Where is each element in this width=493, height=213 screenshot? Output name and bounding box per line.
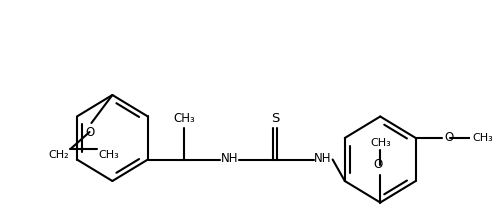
Text: O: O (444, 131, 454, 144)
Text: O: O (85, 126, 94, 139)
Text: O: O (374, 158, 383, 171)
Text: NH: NH (221, 152, 239, 165)
Text: CH₃: CH₃ (370, 138, 390, 147)
Text: S: S (271, 111, 280, 125)
Text: CH₃: CH₃ (473, 133, 493, 143)
Text: CH₃: CH₃ (173, 111, 195, 125)
Text: NH: NH (315, 152, 332, 165)
Text: CH₃: CH₃ (98, 150, 119, 160)
Text: CH₂: CH₂ (48, 150, 69, 160)
